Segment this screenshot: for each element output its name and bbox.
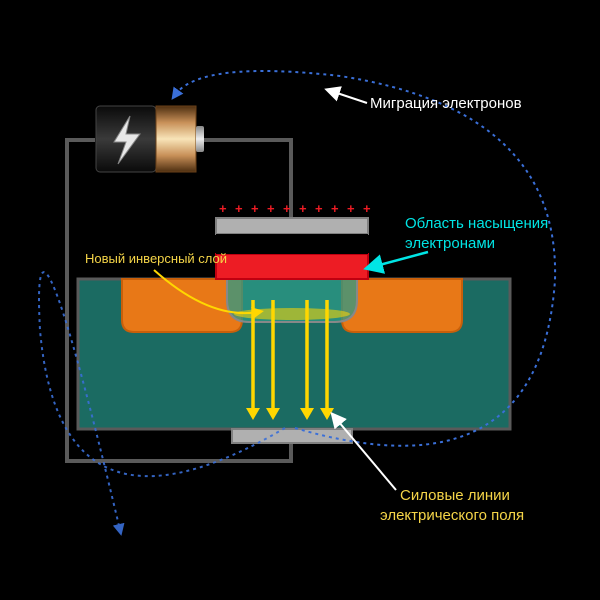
svg-text:+: + xyxy=(299,201,307,216)
label-fieldlines-2: электрического поля xyxy=(380,507,524,524)
diagram-root: + + + + + + + + + + Миграция электронов Новый инв… xyxy=(0,0,600,600)
svg-text:+: + xyxy=(219,201,227,216)
svg-text:+: + xyxy=(283,201,291,216)
gate-insulator xyxy=(216,234,368,254)
label-fieldlines-1: Силовые линии xyxy=(400,487,510,504)
label-inversion: Новый инверсный слой xyxy=(85,251,227,266)
svg-text:+: + xyxy=(363,201,371,216)
battery-icon xyxy=(96,106,204,172)
svg-text:+: + xyxy=(235,201,243,216)
svg-text:+: + xyxy=(251,201,259,216)
label-migration: Миграция электронов xyxy=(370,95,522,112)
bottom-plate xyxy=(232,429,352,443)
label-saturation-1: Область насыщения xyxy=(405,215,548,232)
svg-text:+: + xyxy=(347,201,355,216)
source-region xyxy=(122,279,242,332)
drain-region xyxy=(342,279,462,332)
label-saturation-2: электронами xyxy=(405,235,495,252)
svg-text:+: + xyxy=(331,201,339,216)
gate-oxide-red xyxy=(216,254,368,279)
gate-plate-top xyxy=(216,218,368,234)
svg-text:+: + xyxy=(267,201,275,216)
svg-text:+: + xyxy=(315,201,323,216)
